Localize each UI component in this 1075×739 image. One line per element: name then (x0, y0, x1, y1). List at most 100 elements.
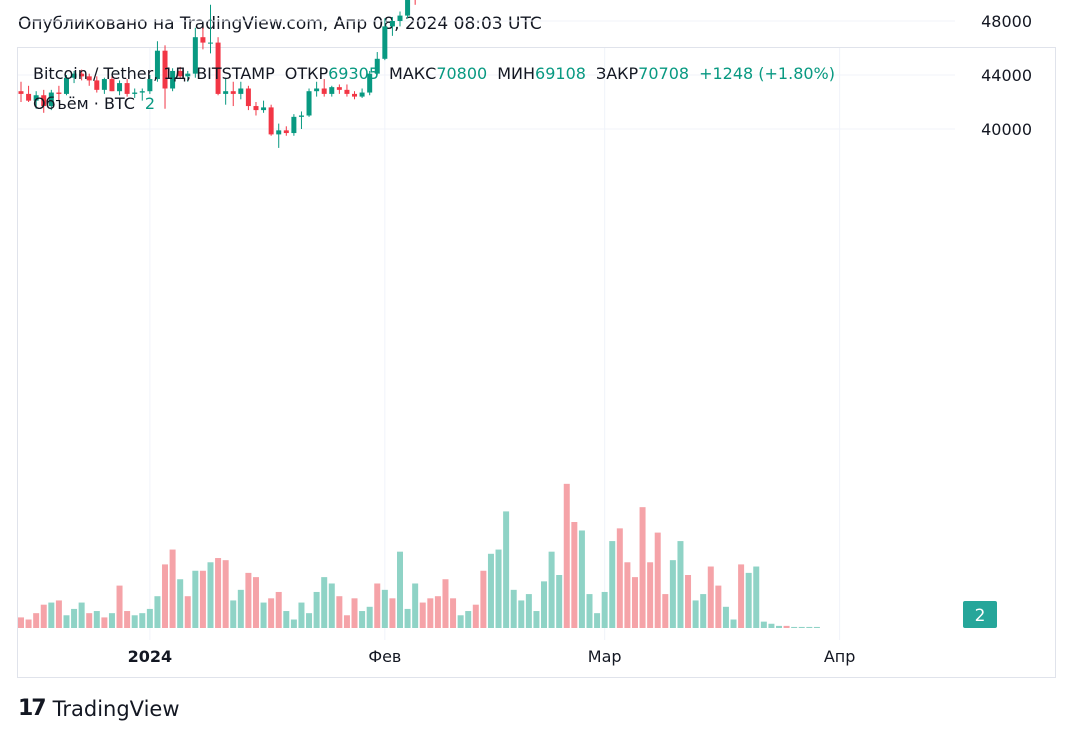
volume-bar (465, 611, 472, 628)
volume-bar (139, 613, 146, 628)
low-label: МИН (497, 64, 536, 83)
volume-bar (199, 570, 206, 628)
volume-label: Объём · BTC (33, 94, 135, 113)
volume-bar (715, 585, 722, 628)
candle-body (18, 91, 24, 94)
volume-bar (609, 541, 616, 628)
candle-body (314, 88, 320, 92)
volume-bar (768, 623, 775, 628)
candle-body (223, 91, 229, 94)
volume-bar (427, 598, 434, 628)
volume-bar (116, 585, 123, 628)
volume-bar (63, 615, 70, 628)
volume-bar (745, 572, 752, 628)
candle (185, 70, 191, 82)
volume-bar (525, 594, 532, 628)
volume-bar (207, 562, 214, 628)
open-value: 69305 (328, 64, 380, 83)
candle-body (192, 37, 198, 74)
volume-bar (487, 553, 494, 628)
volume-bar (328, 583, 335, 628)
price-axis: 7600072000680006400060000560005200048000… (981, 12, 1032, 139)
tradingview-logo[interactable]: 17 TradingView (18, 696, 180, 721)
volume-bar (510, 589, 517, 628)
volume-bar (685, 575, 692, 628)
candle-body (215, 42, 221, 94)
candle (33, 91, 39, 109)
volume-bar (215, 558, 222, 628)
candle-body (33, 95, 39, 101)
volume-bar (18, 617, 24, 628)
volume-bar (738, 564, 745, 628)
x-tick-label: 2024 (128, 647, 173, 666)
candle-body (71, 73, 77, 78)
candle (215, 37, 221, 96)
candle-body (397, 15, 403, 21)
candle (321, 79, 327, 97)
volume-bar (624, 562, 631, 628)
volume-bar (93, 611, 100, 628)
volume-bar (78, 602, 85, 628)
candle-body (147, 79, 153, 92)
volume-bar (252, 577, 259, 628)
candle (41, 89, 47, 113)
volume-bar (631, 577, 638, 628)
candle (245, 85, 251, 111)
x-tick-label: Апр (824, 647, 856, 666)
volume-bar (700, 594, 707, 628)
candle (253, 102, 259, 116)
volume-bar (86, 613, 93, 628)
volume-bar (662, 594, 669, 628)
volume-bar (313, 591, 320, 628)
volume-bar (571, 522, 578, 628)
time-axis: 2024 Фев Мар Апр (128, 647, 856, 666)
candle-body (177, 70, 183, 77)
volume-bar (450, 598, 457, 628)
x-tick-label: Фев (368, 647, 401, 666)
open-label: ОТКР (284, 64, 329, 83)
candle-body (41, 95, 47, 107)
volume-bar (184, 596, 191, 628)
candle (86, 73, 92, 86)
candle (117, 80, 123, 96)
volume-bar (677, 541, 684, 628)
volume-bar (33, 613, 40, 628)
candle (367, 70, 373, 96)
volume-bar (25, 619, 32, 628)
volume-bar (776, 625, 782, 628)
volume-badge: 2 (963, 601, 997, 628)
candle-body (359, 92, 365, 97)
volume-bar (101, 617, 108, 628)
candle (200, 27, 206, 50)
volume-bar (48, 602, 55, 628)
candle-body (94, 80, 100, 90)
volume-bar (707, 566, 714, 628)
candle (414, 0, 416, 5)
volume-bar (669, 560, 676, 628)
candle-body (230, 91, 236, 94)
candle (382, 18, 388, 61)
volume-bar (40, 604, 47, 628)
volume-bar (578, 530, 585, 628)
volume-bar (419, 602, 426, 628)
candle-body (154, 50, 160, 80)
candle (223, 77, 229, 105)
volume-bar (245, 572, 252, 628)
volume-bar (434, 596, 441, 628)
candle-body (48, 92, 54, 107)
candle-body (268, 107, 274, 135)
volume-bar (306, 613, 313, 628)
candle (162, 45, 168, 109)
candle (268, 104, 274, 136)
volume-bar (397, 551, 403, 628)
volume-bar (71, 608, 78, 628)
volume-bar (495, 549, 502, 628)
volume-bar (806, 626, 813, 628)
candle (344, 84, 350, 97)
candle (26, 85, 32, 102)
candle (124, 79, 130, 97)
candle-body (238, 88, 244, 94)
candle-body (79, 73, 85, 77)
volume-bar (290, 619, 297, 628)
